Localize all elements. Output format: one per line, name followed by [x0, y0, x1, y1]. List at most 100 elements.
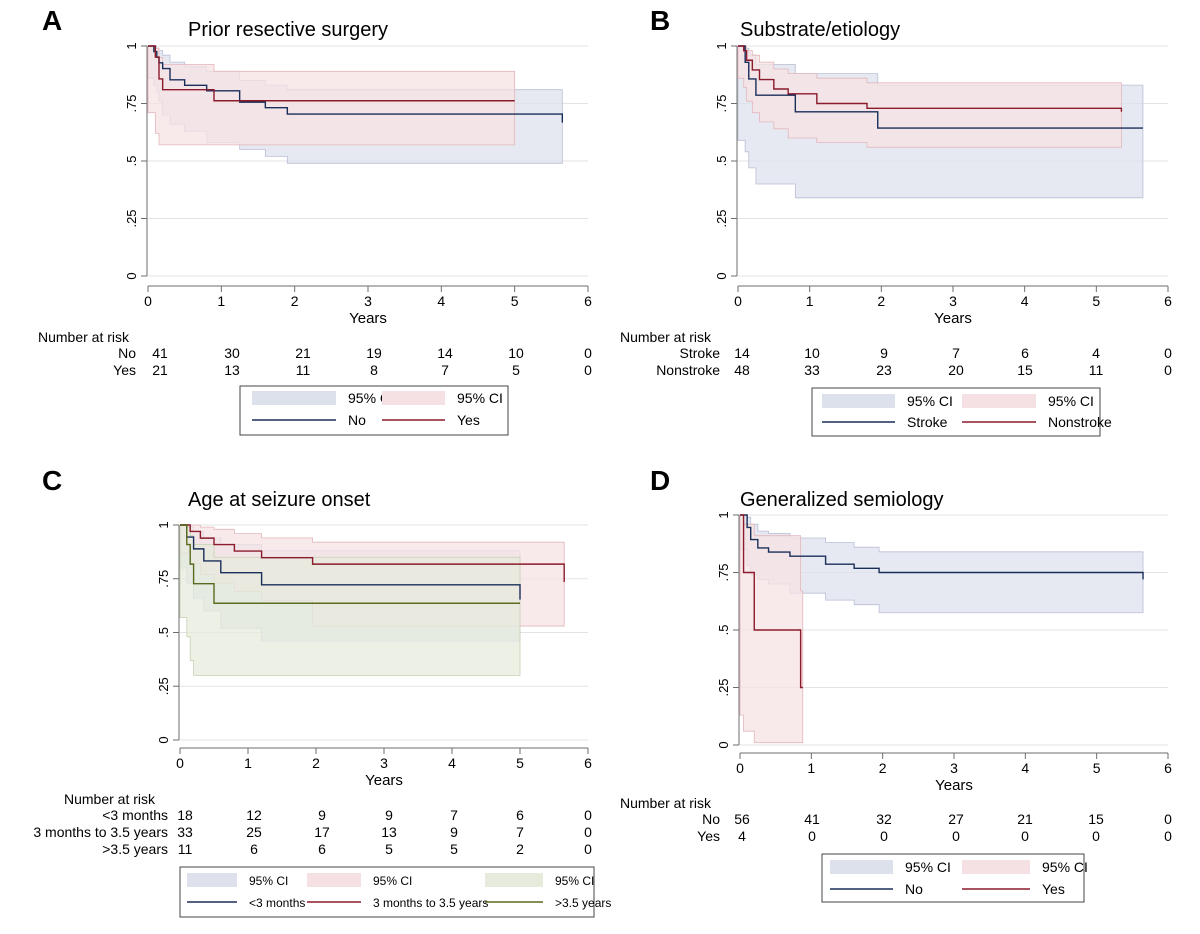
x-tick-label: 4: [1021, 760, 1029, 776]
legend-swatch: [830, 860, 893, 874]
x-axis-label: Years: [365, 772, 403, 789]
risk-count: 7: [516, 824, 524, 840]
risk-count: 0: [1164, 828, 1172, 844]
risk-table-heading: Number at risk: [620, 329, 712, 345]
survival-line-2: [148, 45, 515, 102]
risk-count: 0: [808, 828, 816, 844]
risk-table-heading: Number at risk: [38, 329, 130, 345]
risk-count: 10: [508, 345, 524, 361]
ci-band-2: [147, 45, 516, 146]
y-tick-label: .25: [716, 678, 731, 696]
legend-label: Nonstroke: [1048, 414, 1112, 430]
risk-count: 20: [948, 362, 964, 378]
risk-count: 9: [318, 807, 326, 823]
x-axis-label: Years: [349, 310, 387, 327]
risk-count: 21: [295, 345, 311, 361]
risk-count: 4: [738, 828, 746, 844]
risk-count: 0: [584, 362, 592, 378]
risk-count: 0: [584, 824, 592, 840]
legend-label: 95% CI: [373, 874, 412, 888]
risk-count: 2: [516, 841, 524, 857]
risk-count: 13: [381, 824, 397, 840]
y-tick-label: 1: [156, 521, 171, 528]
risk-count: 0: [952, 828, 960, 844]
risk-count: 5: [512, 362, 520, 378]
y-tick-label: 1: [714, 42, 729, 49]
y-tick-label: .5: [716, 625, 731, 636]
legend-swatch: [252, 391, 336, 405]
risk-count: 6: [516, 807, 524, 823]
legend-label: No: [348, 412, 366, 428]
y-tick-label: .75: [156, 570, 171, 588]
y-tick-label: .75: [124, 94, 139, 112]
risk-count: 15: [1017, 362, 1033, 378]
x-tick-label: 1: [806, 293, 814, 309]
y-tick-label: 0: [716, 741, 731, 748]
risk-row-label: <3 months: [102, 807, 168, 823]
legend-label: Yes: [457, 412, 480, 428]
risk-count: 19: [366, 345, 382, 361]
risk-count: 0: [1021, 828, 1029, 844]
x-tick-label: 4: [448, 755, 456, 771]
survival-line-2: [740, 514, 803, 689]
risk-count: 7: [952, 345, 960, 361]
survival-line-3: [180, 524, 520, 604]
risk-count: 0: [880, 828, 888, 844]
risk-count: 14: [734, 345, 750, 361]
legend-swatch: [485, 873, 543, 887]
risk-count: 0: [1092, 828, 1100, 844]
legend-swatch: [307, 873, 361, 887]
risk-count: 30: [224, 345, 240, 361]
risk-row-label: Yes: [697, 828, 720, 844]
y-tick-label: 1: [124, 42, 139, 49]
risk-count: 10: [804, 345, 820, 361]
x-tick-label: 4: [1021, 293, 1029, 309]
x-tick-label: 0: [176, 755, 184, 771]
legend-label: 95% CI: [905, 859, 951, 875]
x-tick-label: 2: [879, 760, 887, 776]
ci-band-2: [737, 45, 1122, 148]
risk-row-label: >3.5 years: [102, 841, 168, 857]
x-tick-label: 5: [1092, 293, 1100, 309]
risk-count: 15: [1088, 811, 1104, 827]
survival-line-2: [738, 45, 1123, 112]
legend-label: 95% CI: [1042, 859, 1088, 875]
legend-label: 95% CI: [907, 393, 953, 409]
y-tick-label: 0: [714, 272, 729, 279]
x-tick-label: 5: [516, 755, 524, 771]
legend-label: Yes: [1042, 881, 1065, 897]
legend-label: No: [905, 881, 923, 897]
risk-count: 41: [804, 811, 820, 827]
risk-count: 11: [1089, 362, 1104, 378]
risk-row-label: No: [702, 811, 720, 827]
risk-count: 11: [178, 841, 193, 857]
chart-title: Substrate/etiology: [740, 19, 900, 41]
x-tick-label: 6: [584, 755, 592, 771]
risk-count: 0: [584, 807, 592, 823]
x-tick-label: 1: [217, 293, 225, 309]
risk-count: 7: [450, 807, 458, 823]
ci-band-2: [739, 514, 804, 744]
x-tick-label: 2: [291, 293, 299, 309]
risk-count: 5: [385, 841, 393, 857]
risk-count: 9: [385, 807, 393, 823]
risk-row-label: Stroke: [680, 345, 721, 361]
legend-label: 95% CI: [555, 874, 594, 888]
risk-count: 0: [1164, 345, 1172, 361]
risk-count: 41: [152, 345, 168, 361]
risk-count: 17: [314, 824, 330, 840]
risk-count: 33: [177, 824, 193, 840]
risk-count: 6: [250, 841, 258, 857]
survival-line-1: [148, 45, 564, 123]
x-tick-label: 0: [736, 760, 744, 776]
panel-letter: D: [650, 465, 670, 496]
legend-swatch: [962, 394, 1036, 408]
risk-count: 6: [1021, 345, 1029, 361]
x-tick-label: 0: [734, 293, 742, 309]
risk-count: 9: [450, 824, 458, 840]
risk-count: 4: [1092, 345, 1100, 361]
y-tick-label: .75: [716, 563, 731, 581]
